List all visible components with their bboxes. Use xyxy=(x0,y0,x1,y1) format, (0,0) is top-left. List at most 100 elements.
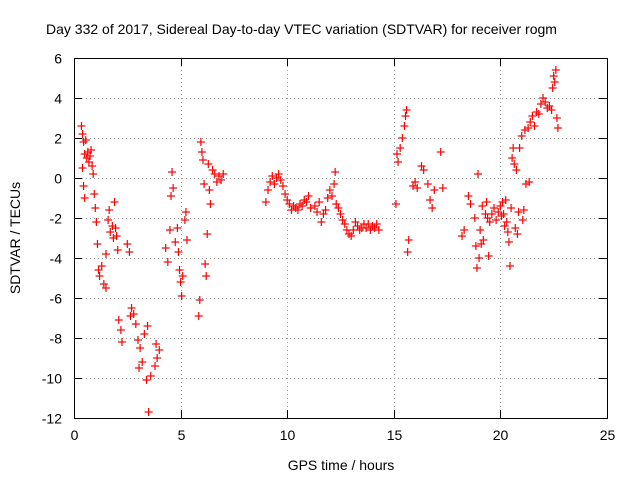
x-axis-label: GPS time / hours xyxy=(288,457,395,473)
data-point xyxy=(165,226,174,234)
data-point xyxy=(458,232,467,240)
data-point xyxy=(113,246,122,254)
data-point xyxy=(541,98,550,106)
data-point xyxy=(323,194,332,202)
data-point xyxy=(155,346,164,354)
data-point xyxy=(321,206,330,214)
data-point xyxy=(539,94,548,102)
data-point xyxy=(368,222,377,230)
data-point xyxy=(355,226,364,234)
data-point xyxy=(138,358,147,366)
data-point xyxy=(396,144,405,152)
data-point xyxy=(411,178,420,186)
data-point xyxy=(536,100,545,108)
data-point xyxy=(278,182,287,190)
data-point xyxy=(163,258,172,266)
data-point xyxy=(532,108,541,116)
data-point xyxy=(315,198,324,206)
data-point xyxy=(364,220,373,228)
data-point xyxy=(78,130,87,138)
data-point xyxy=(508,154,517,162)
data-point xyxy=(503,228,512,236)
data-point xyxy=(403,248,412,256)
data-point xyxy=(167,192,176,200)
data-point xyxy=(460,226,469,234)
data-point xyxy=(430,186,439,194)
data-point xyxy=(402,106,411,114)
data-point xyxy=(543,104,552,112)
data-point xyxy=(526,118,535,126)
data-point xyxy=(291,204,300,212)
data-point xyxy=(551,66,560,74)
data-point xyxy=(528,112,537,120)
data-point xyxy=(517,132,526,140)
data-point xyxy=(313,208,322,216)
data-point xyxy=(423,180,432,188)
data-point xyxy=(106,228,115,236)
data-point xyxy=(330,180,339,188)
data-point xyxy=(502,218,511,226)
data-point xyxy=(174,248,183,256)
data-point xyxy=(93,240,102,248)
data-point xyxy=(487,210,496,218)
data-point xyxy=(152,340,161,348)
data-point xyxy=(511,224,520,232)
data-point xyxy=(408,182,417,190)
data-point xyxy=(276,176,285,184)
data-point xyxy=(545,102,554,110)
data-point xyxy=(510,160,519,168)
data-point xyxy=(336,210,345,218)
x-tick-label: 0 xyxy=(71,427,79,443)
data-point xyxy=(201,260,210,268)
data-point xyxy=(505,262,514,270)
data-point xyxy=(553,124,562,132)
data-point xyxy=(304,192,313,200)
data-point xyxy=(340,220,349,228)
data-point xyxy=(80,194,89,202)
data-points xyxy=(77,66,562,416)
data-point xyxy=(345,230,354,238)
data-point xyxy=(547,106,556,114)
data-point xyxy=(417,162,426,170)
y-tick-label: -4 xyxy=(50,251,63,267)
data-point xyxy=(404,236,413,244)
data-point xyxy=(182,236,191,244)
data-point xyxy=(504,238,513,246)
data-point xyxy=(281,190,290,198)
data-point xyxy=(79,138,88,146)
y-tick-label: 0 xyxy=(54,171,62,187)
data-point xyxy=(177,292,186,300)
data-point xyxy=(264,186,273,194)
data-point xyxy=(317,218,326,226)
data-point xyxy=(289,202,298,210)
y-tick-label: -10 xyxy=(42,371,62,387)
data-point xyxy=(295,200,304,208)
data-point xyxy=(482,198,491,206)
data-point xyxy=(398,134,407,142)
data-point xyxy=(123,240,132,248)
x-tick-label: 25 xyxy=(600,427,616,443)
data-point xyxy=(131,320,140,328)
data-point xyxy=(507,204,516,212)
data-point xyxy=(117,338,126,346)
data-point xyxy=(438,184,447,192)
data-point xyxy=(181,208,190,216)
y-tick-label: -12 xyxy=(42,411,62,427)
data-point xyxy=(549,72,558,80)
y-tick-label: -8 xyxy=(50,331,63,347)
data-point xyxy=(325,186,334,194)
data-point xyxy=(175,266,184,274)
data-point xyxy=(513,230,522,238)
data-point xyxy=(99,280,108,288)
data-point xyxy=(512,166,521,174)
data-point xyxy=(144,408,153,416)
data-point xyxy=(519,206,528,214)
data-point xyxy=(327,192,336,200)
data-point xyxy=(391,200,400,208)
data-point xyxy=(310,202,319,210)
data-point xyxy=(95,272,104,280)
data-point xyxy=(197,148,206,156)
data-point xyxy=(169,184,178,192)
data-point xyxy=(374,226,383,234)
data-point xyxy=(261,198,270,206)
